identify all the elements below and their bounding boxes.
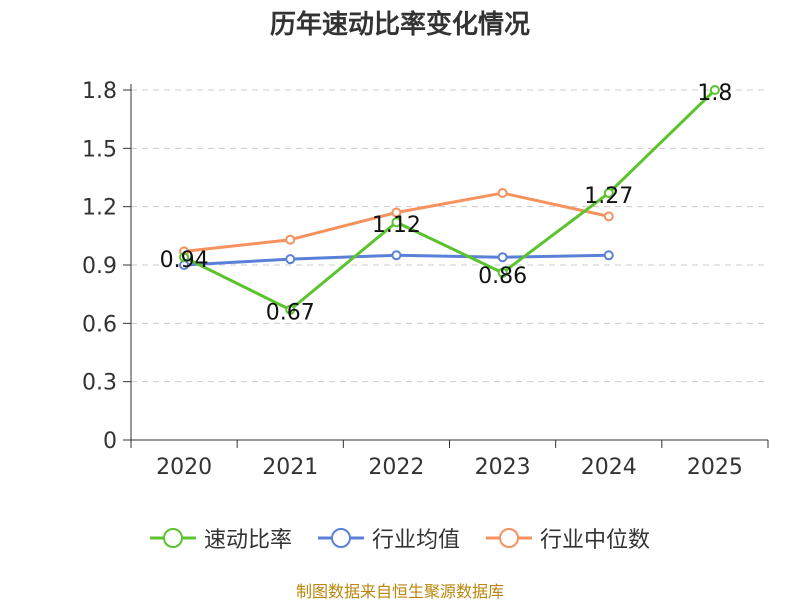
y-tick-label: 1.8 (82, 79, 117, 104)
y-tick-label: 1.2 (82, 196, 117, 221)
x-tick-label: 2024 (581, 455, 637, 480)
data-label: 1.27 (584, 184, 633, 209)
legend-label-industry-mean: 行业均值 (371, 528, 460, 553)
data-point (285, 254, 296, 265)
y-tick-label: 1.5 (82, 137, 117, 162)
data-label: 0.86 (478, 264, 527, 289)
legend-label-industry-median: 行业中位数 (540, 528, 651, 553)
data-point (285, 234, 296, 245)
data-point (179, 252, 190, 263)
data-label: 0.67 (266, 301, 315, 326)
legend-item-quick-ratio[interactable]: 速动比率 (149, 522, 292, 554)
x-tick-label: 2020 (156, 455, 212, 480)
series-layer (179, 85, 720, 315)
source-note: 制图数据来自恒生聚源数据库 (295, 582, 504, 601)
y-tick-label: 0.6 (82, 312, 117, 337)
x-tick-label: 2022 (368, 455, 424, 480)
legend: 速动比率 行业均值 行业中位数 (0, 518, 800, 558)
legend-label-quick-ratio: 速动比率 (203, 528, 292, 553)
data-point (497, 267, 508, 278)
legend-swatch-industry-mean (317, 528, 364, 548)
data-point (603, 211, 614, 222)
data-point (391, 250, 402, 261)
y-tick-label: 0.9 (82, 254, 117, 279)
legend-item-industry-mean[interactable]: 行业均值 (317, 522, 460, 554)
legend-swatch-industry-median (486, 528, 532, 548)
data-label: 1.12 (372, 213, 421, 238)
data-label-layer: 0.94 0.67 1.12 0.86 1.27 1.8 (160, 81, 733, 326)
series-line-0 (183, 88, 716, 312)
data-point (603, 188, 614, 199)
axis-layer: 0 0.3 0.6 0.9 1.2 1.5 1.8 2020 2021 2022 2023 2024 2… (82, 79, 769, 480)
legend-swatch-quick-ratio (149, 528, 196, 548)
legend-item-industry-median[interactable]: 行业中位数 (486, 522, 650, 554)
x-tick-label: 2021 (262, 455, 318, 480)
data-point (391, 207, 402, 218)
data-label: 0.94 (160, 248, 209, 273)
y-tick-label: 0 (103, 429, 117, 454)
x-tick-label: 2023 (475, 455, 531, 480)
x-tick-label: 2025 (687, 455, 743, 480)
y-tick-label: 0.3 (82, 371, 117, 396)
data-label: 1.8 (697, 81, 732, 106)
data-point (603, 250, 614, 261)
data-point (497, 252, 508, 263)
chart-title: 历年速动比率变化情况 (269, 10, 530, 40)
grid-layer (131, 89, 768, 383)
data-point (497, 188, 508, 199)
data-point (285, 304, 296, 315)
data-point (391, 217, 402, 228)
data-point (709, 85, 720, 95)
